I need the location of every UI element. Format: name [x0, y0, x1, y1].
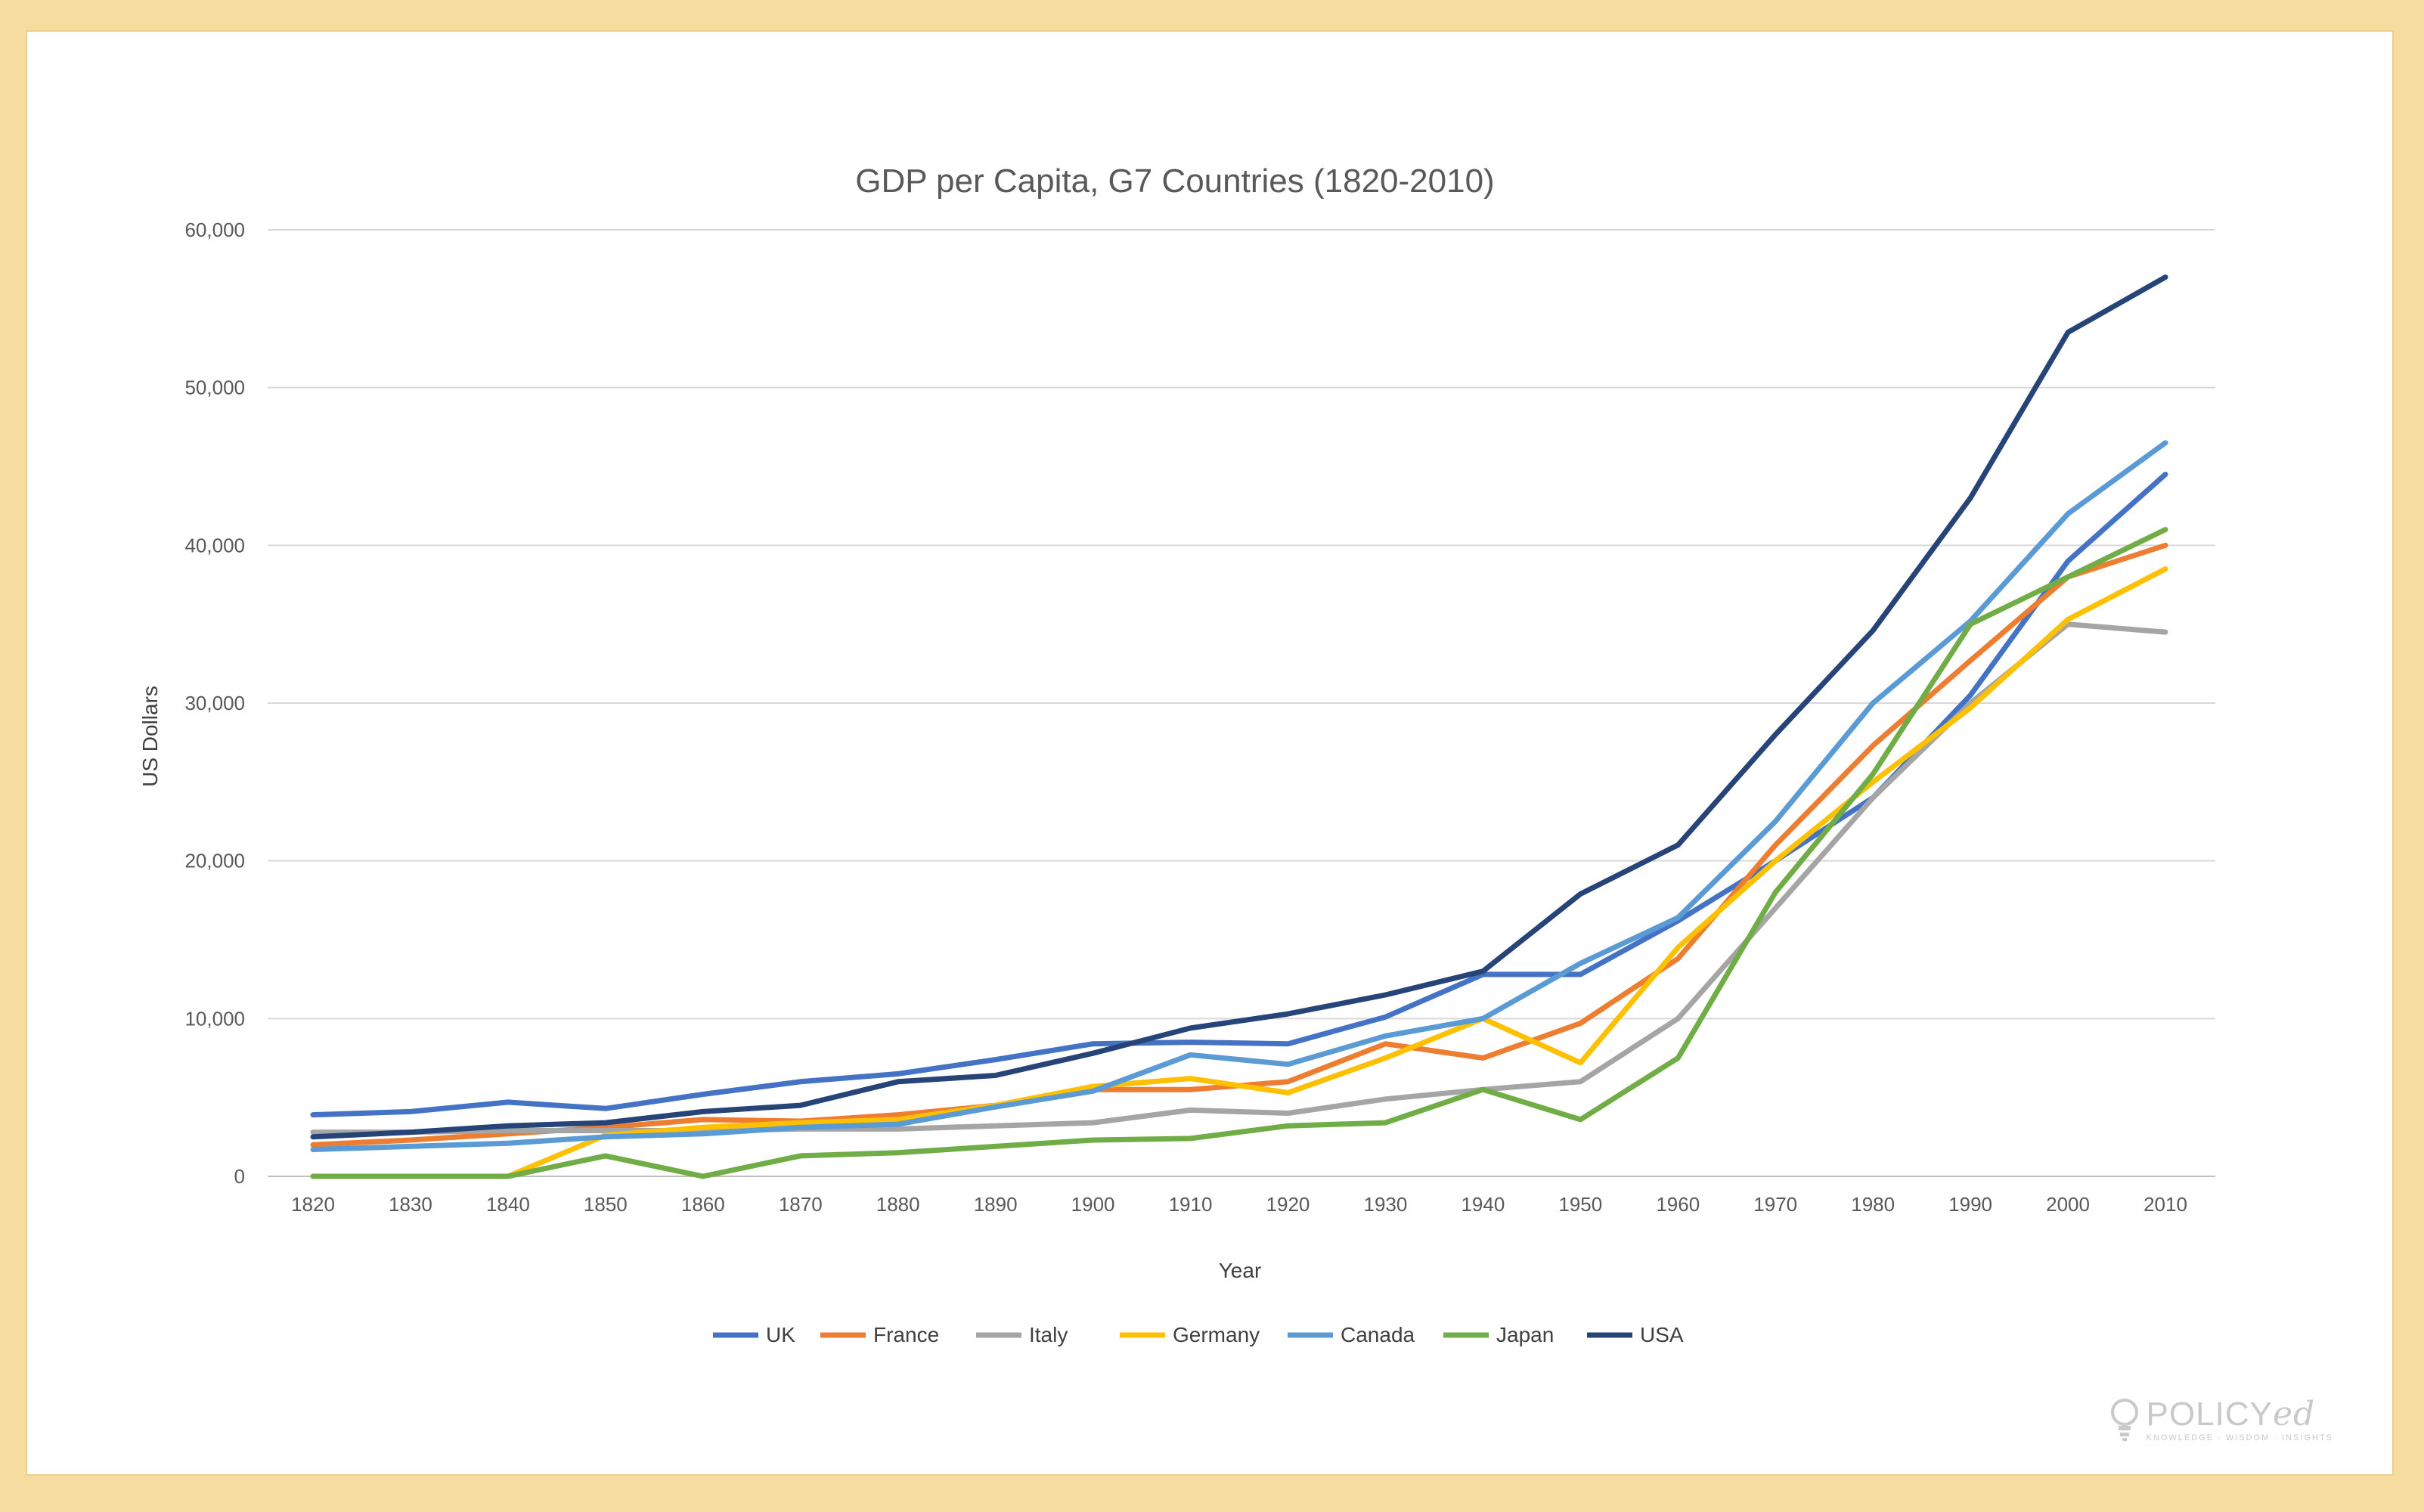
y-axis-ticks: 0 10,000 20,000 30,000 40,000 50,000 60,000 [184, 218, 245, 1188]
legend-label: Canada [1341, 1323, 1415, 1346]
x-tick-label: 1820 [291, 1193, 335, 1216]
x-tick-label: 1970 [1753, 1193, 1797, 1216]
x-tick-label: 1990 [1948, 1193, 1992, 1216]
logo-name-italic: ed [2272, 1394, 2316, 1433]
x-tick-label: 1940 [1461, 1193, 1505, 1216]
legend-label: France [873, 1323, 939, 1346]
series-line-france [310, 542, 2168, 1148]
y-tick-label: 40,000 [184, 534, 245, 556]
y-tick-label: 10,000 [184, 1007, 245, 1030]
legend-item-usa: USA [1587, 1323, 1684, 1346]
x-tick-label: 1830 [389, 1193, 432, 1216]
y-tick-label: 30,000 [184, 692, 245, 714]
logo-name-main: POLICY [2146, 1395, 2273, 1433]
legend-item-uk: UK [713, 1323, 795, 1346]
series-line-germany [310, 566, 2168, 1179]
y-tick-label: 50,000 [184, 376, 245, 399]
x-tick-label: 1930 [1363, 1193, 1407, 1216]
y-axis-label: US Dollars [138, 686, 162, 787]
gridlines [268, 229, 2215, 1177]
x-tick-label: 1920 [1266, 1193, 1310, 1216]
x-tick-label: 1950 [1558, 1193, 1602, 1216]
legend-label: USA [1640, 1323, 1684, 1346]
x-tick-label: 1960 [1656, 1193, 1700, 1216]
y-tick-label: 20,000 [184, 850, 245, 872]
legend-label: UK [766, 1323, 795, 1346]
x-tick-label: 1890 [974, 1193, 1018, 1216]
series-line-canada [310, 440, 2168, 1152]
legend-label: Japan [1496, 1323, 1554, 1346]
legend-item-germany: Germany [1120, 1323, 1260, 1346]
legend-item-france: France [820, 1323, 939, 1346]
chart-panel: GDP per Capita, G7 Countries (1820-2010)… [26, 30, 2394, 1476]
chart-title: GDP per Capita, G7 Countries (1820-2010) [855, 163, 1494, 200]
x-tick-label: 1980 [1851, 1193, 1895, 1216]
policyed-logo: POLICYed KNOWLEDGE · WISDOM · INSIGHTS [2109, 1397, 2333, 1442]
x-tick-label: 1910 [1169, 1193, 1213, 1216]
legend-item-japan: Japan [1443, 1323, 1554, 1346]
y-tick-label: 0 [234, 1165, 245, 1188]
x-axis-label: Year [1219, 1259, 1262, 1282]
x-tick-label: 1850 [584, 1193, 628, 1216]
x-tick-label: 1880 [876, 1193, 920, 1216]
x-tick-label: 1860 [681, 1193, 725, 1216]
x-tick-label: 2000 [2046, 1193, 2090, 1216]
x-tick-label: 1840 [486, 1193, 530, 1216]
y-tick-label: 60,000 [184, 218, 245, 241]
x-tick-label: 1900 [1071, 1193, 1115, 1216]
series-lines [310, 274, 2168, 1179]
x-tick-label: 1870 [779, 1193, 823, 1216]
logo-tagline: KNOWLEDGE · WISDOM · INSIGHTS [2146, 1433, 2333, 1442]
x-axis-ticks: 1820 1830 1840 1850 1860 1870 1880 1890 1900 1910… [291, 1193, 2187, 1216]
legend-item-canada: Canada [1288, 1323, 1415, 1346]
x-tick-label: 2010 [2143, 1193, 2187, 1216]
legend-item-italy: Italy [976, 1323, 1068, 1346]
lightbulb-icon [2110, 1399, 2138, 1441]
series-line-usa [310, 274, 2168, 1140]
legend-label: Germany [1173, 1323, 1260, 1346]
legend-label: Italy [1029, 1323, 1068, 1346]
series-line-italy [310, 621, 2168, 1136]
line-chart: GDP per Capita, G7 Countries (1820-2010)… [138, 163, 2215, 1346]
series-line-uk [310, 471, 2168, 1118]
series-line-japan [310, 527, 2168, 1179]
legend: UK France Italy Germany Canada Japan USA [713, 1323, 1684, 1346]
